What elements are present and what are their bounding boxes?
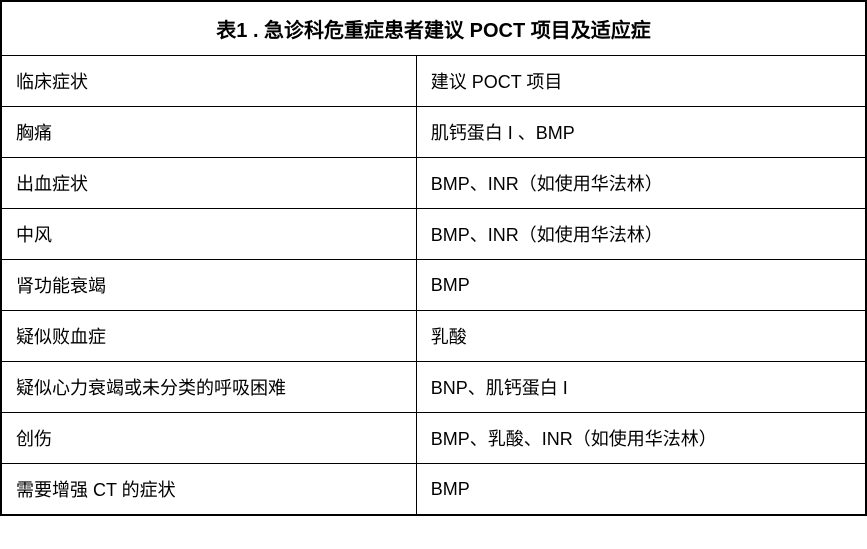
- cell-poct: BMP、INR（如使用华法林）: [416, 209, 865, 260]
- column-header-poct: 建议 POCT 项目: [416, 56, 865, 107]
- table-body: 临床症状 建议 POCT 项目 胸痛 肌钙蛋白 I 、BMP 出血症状 BMP、…: [2, 56, 865, 514]
- cell-poct: BMP: [416, 464, 865, 515]
- table-row: 中风 BMP、INR（如使用华法林）: [2, 209, 865, 260]
- table-row: 胸痛 肌钙蛋白 I 、BMP: [2, 107, 865, 158]
- poct-table-container: 表1 . 急诊科危重症患者建议 POCT 项目及适应症 临床症状 建议 POCT…: [0, 0, 867, 516]
- cell-poct: 肌钙蛋白 I 、BMP: [416, 107, 865, 158]
- table-row: 疑似心力衰竭或未分类的呼吸困难 BNP、肌钙蛋白 I: [2, 362, 865, 413]
- cell-poct: BMP、INR（如使用华法林）: [416, 158, 865, 209]
- cell-poct: BNP、肌钙蛋白 I: [416, 362, 865, 413]
- cell-symptom: 中风: [2, 209, 416, 260]
- table-row: 创伤 BMP、乳酸、INR（如使用华法林）: [2, 413, 865, 464]
- cell-poct: BMP、乳酸、INR（如使用华法林）: [416, 413, 865, 464]
- cell-symptom: 肾功能衰竭: [2, 260, 416, 311]
- table-row: 需要增强 CT 的症状 BMP: [2, 464, 865, 515]
- cell-symptom: 创伤: [2, 413, 416, 464]
- cell-symptom: 疑似心力衰竭或未分类的呼吸困难: [2, 362, 416, 413]
- table-row: 出血症状 BMP、INR（如使用华法林）: [2, 158, 865, 209]
- table-title: 表1 . 急诊科危重症患者建议 POCT 项目及适应症: [2, 2, 865, 56]
- cell-symptom: 胸痛: [2, 107, 416, 158]
- column-header-symptom: 临床症状: [2, 56, 416, 107]
- cell-poct: BMP: [416, 260, 865, 311]
- cell-symptom: 需要增强 CT 的症状: [2, 464, 416, 515]
- table-row: 疑似败血症 乳酸: [2, 311, 865, 362]
- cell-symptom: 疑似败血症: [2, 311, 416, 362]
- cell-symptom: 出血症状: [2, 158, 416, 209]
- poct-table: 临床症状 建议 POCT 项目 胸痛 肌钙蛋白 I 、BMP 出血症状 BMP、…: [2, 56, 865, 514]
- table-row: 肾功能衰竭 BMP: [2, 260, 865, 311]
- table-header-row: 临床症状 建议 POCT 项目: [2, 56, 865, 107]
- cell-poct: 乳酸: [416, 311, 865, 362]
